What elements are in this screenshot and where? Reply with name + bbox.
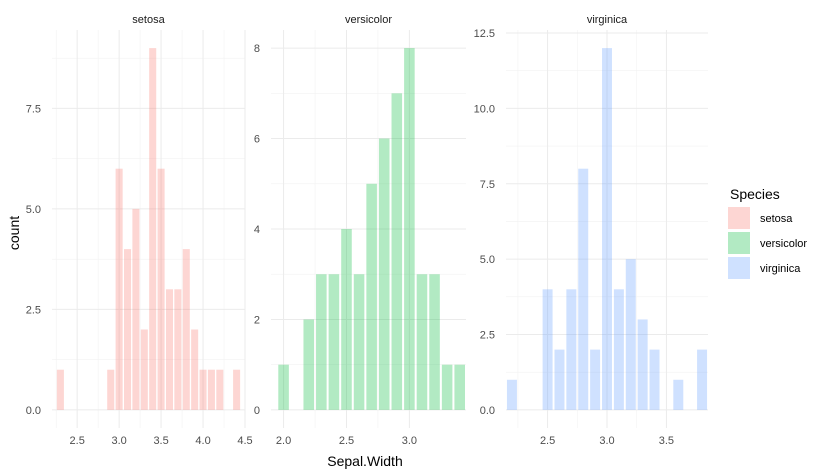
histogram-bar [590,349,601,410]
y-tick-label: 4 [254,224,260,236]
legend-title: Species [730,186,780,202]
histogram-bar [115,168,123,410]
y-tick-label: 12.5 [474,28,495,40]
y-tick-label: 7.5 [480,179,495,191]
y-axis-title: count [6,216,22,250]
histogram-bar [542,289,553,410]
histogram-bar [207,369,215,410]
histogram-bar [216,369,224,410]
histogram-bar [441,364,453,410]
y-tick-label: 5.0 [480,254,495,266]
histogram-bar [649,349,660,410]
histogram-bar [454,364,465,410]
histogram-bar [174,289,182,410]
histogram-bar [404,48,415,410]
x-tick-label: 3.0 [599,435,614,447]
x-tick-label: 2.0 [276,435,291,447]
histogram-bar [506,379,517,410]
legend-label-versicolor: versicolor [760,238,807,250]
y-tick-label: 8 [254,43,260,55]
x-tick-label: 4.0 [195,435,210,447]
histogram-bar [366,183,377,410]
histogram-bar [697,349,708,410]
y-tick-label: 2.5 [480,330,495,342]
facet-strip-label: versicolor [345,14,392,26]
histogram-bar [191,329,199,410]
x-tick-label: 4.5 [237,435,252,447]
y-tick-label: 2.5 [26,304,41,316]
histogram-bar [429,274,440,410]
y-tick-label: 0.0 [26,405,41,417]
x-tick-label: 3.0 [402,435,417,447]
y-tick-label: 7.5 [26,103,41,115]
legend-label-setosa: setosa [760,213,793,225]
histogram-bar [391,93,403,410]
histogram-bar [566,289,577,410]
histogram-bar [140,329,148,410]
legend-label-virginica: virginica [760,263,801,275]
histogram-bar [602,48,612,410]
x-axis-title: Sepal.Width [327,453,402,469]
x-tick-label: 3.5 [659,435,674,447]
histogram-bar [353,274,365,410]
histogram-bar [149,48,157,410]
facet-strip-label: virginica [587,14,628,26]
histogram-bar [199,369,207,410]
x-tick-label: 2.5 [70,435,85,447]
y-tick-label: 6 [254,134,260,146]
x-tick-label: 3.5 [153,435,168,447]
x-tick-label: 3.0 [111,435,126,447]
y-tick-label: 2 [254,314,260,326]
histogram-bar [673,379,684,410]
histogram-bar [316,274,327,410]
legend-key-virginica [728,257,750,279]
y-tick-label: 0 [254,405,260,417]
panel-virginica: virginica 0.0 2.5 5.0 7.5 10.0 12.5 2.5 3.0 3.5 [474,14,708,447]
legend-key-setosa [728,207,750,229]
histogram-bar [637,319,648,410]
histogram-bar [233,369,241,410]
histogram-bar [378,138,390,410]
histogram-bar [278,364,289,410]
y-tick-label: 0.0 [480,405,495,417]
histogram-bar [182,249,190,410]
legend: Species setosa versicolor virginica [728,186,807,279]
facet-strip-label: setosa [132,14,165,26]
histogram-bar [132,208,140,410]
histogram-bar [303,319,315,410]
legend-key-versicolor [728,232,750,254]
histogram-bar [416,274,428,410]
histogram-bar [578,168,589,410]
histogram-bar [554,349,565,410]
histogram-bar [56,369,64,410]
panel-setosa: setosa 0.0 2.5 5.0 7.5 2.5 3.0 3.5 4.0 4.5 [26,14,253,447]
histogram-bar [165,289,174,410]
x-tick-label: 2.5 [339,435,354,447]
histogram-bar [328,274,340,410]
x-tick-label: 2.5 [540,435,555,447]
histogram-bar [625,259,636,410]
panel-versicolor: versicolor 0 2 4 6 8 2.0 2.5 3.0 [254,14,466,447]
histogram-bar [613,289,624,410]
histogram-bar [157,168,165,410]
histogram-bar [107,369,115,410]
histogram-bar [341,229,352,410]
y-tick-label: 10.0 [474,103,495,115]
histogram-bar [123,249,132,410]
y-tick-label: 5.0 [26,204,41,216]
